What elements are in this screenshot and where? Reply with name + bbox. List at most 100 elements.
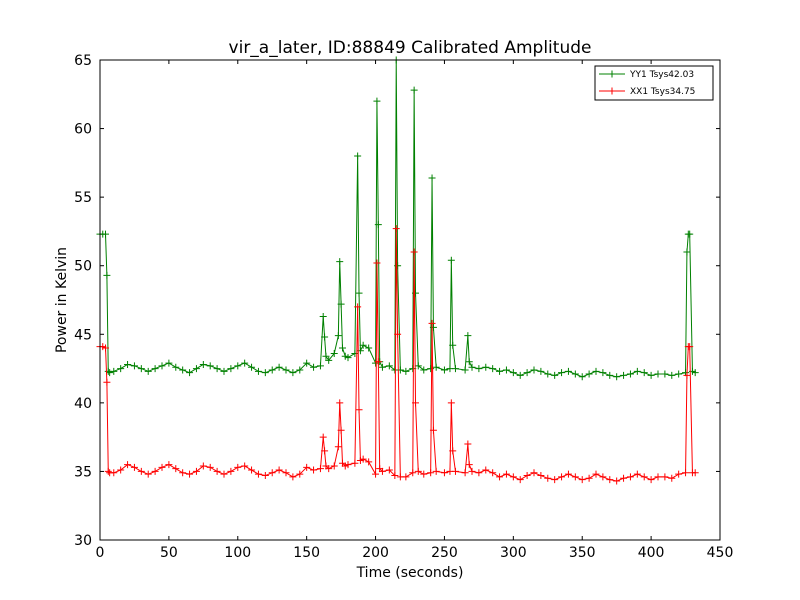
data-point (158, 362, 166, 370)
data-point (344, 461, 352, 469)
data-point (571, 473, 579, 481)
data-point (551, 476, 559, 484)
data-point (668, 474, 676, 482)
data-point (564, 367, 572, 375)
data-point (468, 467, 476, 475)
data-point (592, 367, 600, 375)
y-tick-label: 65 (74, 53, 92, 69)
data-point (374, 221, 382, 229)
data-point (365, 458, 373, 466)
data-point (544, 370, 552, 378)
data-point (654, 473, 662, 481)
data-point (310, 363, 318, 371)
data-point (206, 463, 214, 471)
data-point (378, 467, 386, 475)
data-point (374, 358, 382, 366)
data-point (124, 360, 132, 368)
data-point (544, 474, 552, 482)
data-point (620, 474, 628, 482)
data-point (296, 470, 304, 478)
data-point (537, 472, 545, 480)
data-point (468, 363, 476, 371)
x-tick-label: 0 (96, 545, 105, 561)
data-point (599, 473, 607, 481)
x-tick-label: 100 (224, 545, 251, 561)
data-point (337, 426, 345, 434)
data-point (640, 369, 648, 377)
data-point (330, 462, 338, 470)
data-point (336, 399, 344, 407)
data-point (241, 359, 249, 367)
data-point (151, 467, 159, 475)
legend-label: YY1 Tsys42.03 (629, 70, 694, 80)
data-point (319, 312, 327, 320)
data-point (654, 370, 662, 378)
data-point (373, 259, 381, 267)
data-point (186, 470, 194, 478)
data-point (137, 467, 145, 475)
y-tick-label: 55 (74, 190, 92, 206)
data-point (158, 463, 166, 471)
data-point (392, 225, 400, 233)
data-point (354, 152, 362, 160)
data-point (321, 333, 329, 341)
data-point (110, 367, 118, 375)
data-point (420, 366, 428, 374)
data-point (220, 367, 228, 375)
data-point (691, 469, 699, 477)
data-point (509, 473, 517, 481)
data-point (179, 366, 187, 374)
data-point (530, 366, 538, 374)
data-point (661, 473, 669, 481)
data-point (319, 433, 327, 441)
y-tick-label: 45 (74, 327, 92, 343)
legend-box (594, 65, 714, 101)
data-point (432, 467, 440, 475)
data-point (165, 359, 173, 367)
data-point (268, 469, 276, 477)
data-point (686, 343, 694, 351)
data-point (268, 366, 276, 374)
data-point (564, 470, 572, 478)
data-point (130, 463, 138, 471)
data-point (282, 469, 290, 477)
data-point (144, 470, 152, 478)
data-point (337, 300, 345, 308)
data-point (137, 365, 145, 373)
data-point (489, 469, 497, 477)
data-point (613, 477, 621, 485)
data-point (683, 248, 691, 256)
data-point (372, 470, 380, 478)
data-point (427, 469, 435, 477)
data-point (334, 332, 342, 340)
data-point (475, 365, 483, 373)
data-point (234, 463, 242, 471)
data-point (691, 369, 699, 377)
data-point (261, 369, 269, 377)
data-point (385, 362, 393, 370)
x-tick-label: 400 (638, 545, 665, 561)
data-point (110, 469, 118, 477)
data-point (537, 367, 545, 375)
data-point (385, 466, 393, 474)
data-point (355, 406, 363, 414)
data-point (199, 462, 207, 470)
data-point (325, 465, 333, 473)
x-axis-title: Time (seconds) (356, 565, 464, 581)
data-point (414, 467, 422, 475)
data-point (344, 354, 352, 362)
data-point (675, 370, 683, 378)
data-point (599, 369, 607, 377)
data-point (449, 341, 457, 349)
legend-swatch-marker (608, 87, 616, 95)
data-point (429, 323, 437, 331)
data-point (104, 467, 112, 475)
data-point (117, 365, 125, 373)
data-point (241, 462, 249, 470)
series-markers-1 (96, 56, 699, 381)
x-axis: 0 50 100 150 200 250 300 350 400 450 (96, 60, 733, 561)
data-point (447, 399, 455, 407)
x-tick-label: 200 (362, 545, 389, 561)
data-point (365, 344, 373, 352)
data-point (633, 470, 641, 478)
